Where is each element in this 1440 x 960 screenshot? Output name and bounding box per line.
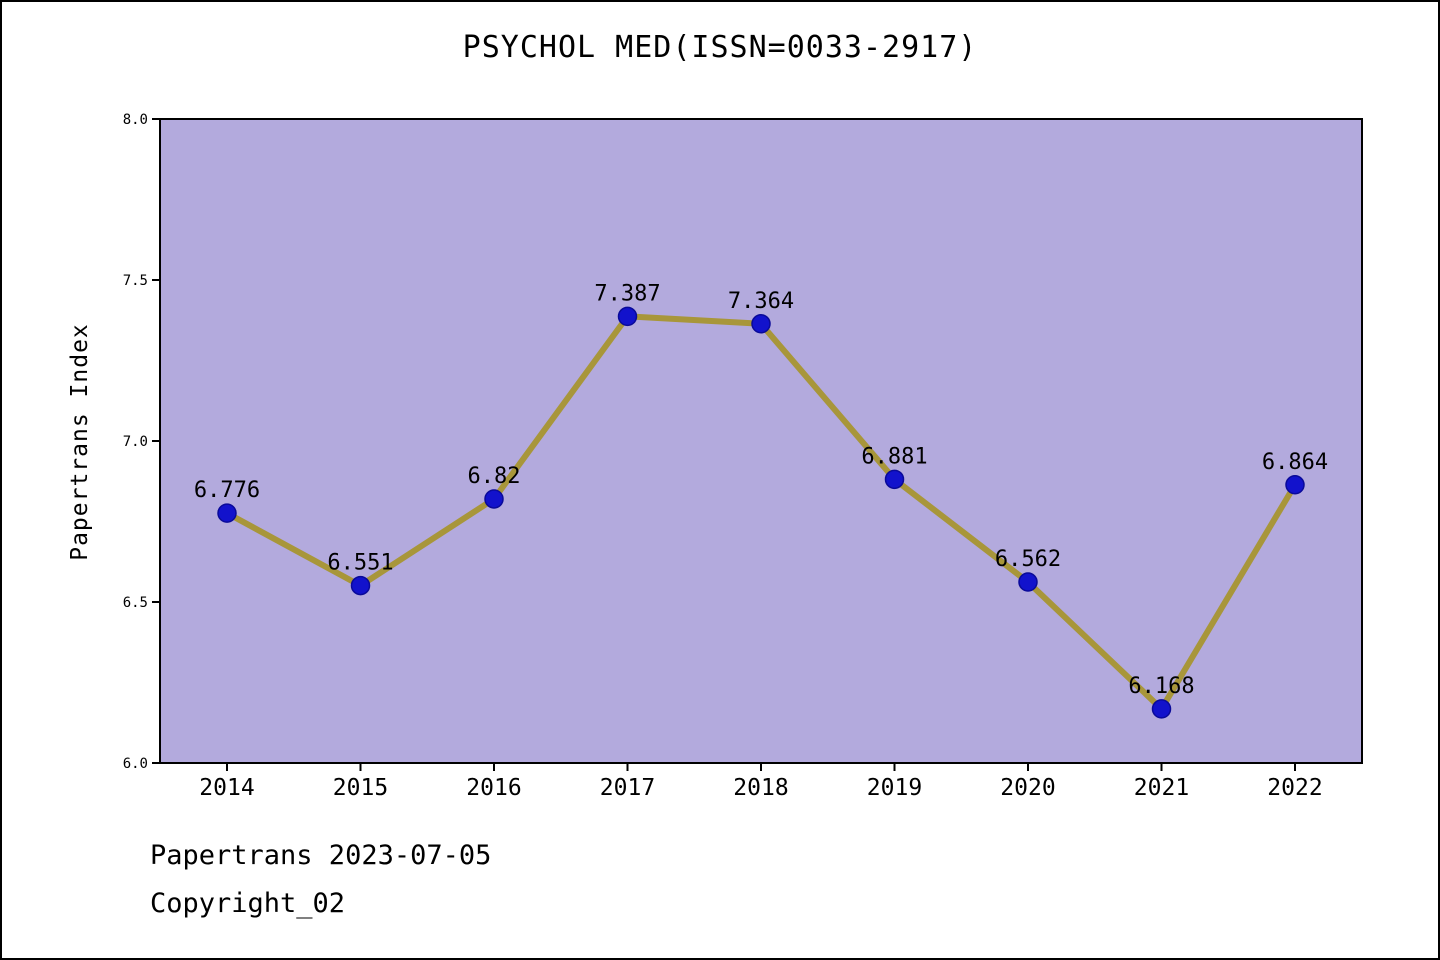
plot-area xyxy=(159,118,1363,764)
x-tick-label: 2020 xyxy=(1000,775,1055,801)
data-point xyxy=(1018,572,1038,592)
data-point-label: 6.881 xyxy=(861,444,927,469)
data-point xyxy=(617,306,638,327)
x-tick-label: 2021 xyxy=(1134,775,1189,801)
data-point xyxy=(751,314,771,334)
y-tick-label: 8.0 xyxy=(123,112,148,128)
data-point-label: 7.364 xyxy=(728,289,794,314)
y-tick-label: 6.5 xyxy=(123,595,148,611)
y-tick-label: 7.0 xyxy=(123,434,148,450)
x-tick-label: 2016 xyxy=(466,775,521,801)
y-tick-label: 7.5 xyxy=(123,273,148,289)
data-point-label: 6.562 xyxy=(995,547,1061,572)
data-point xyxy=(217,503,237,523)
data-point-label: 6.82 xyxy=(468,464,521,489)
x-tick-label: 2018 xyxy=(733,775,788,801)
x-tick-label: 2022 xyxy=(1267,775,1322,801)
data-point-label: 6.864 xyxy=(1262,450,1328,475)
data-point xyxy=(484,489,504,509)
data-point xyxy=(1151,699,1172,719)
x-tick-label: 2015 xyxy=(333,775,388,801)
data-point-label: 7.387 xyxy=(594,281,660,306)
y-tick-label: 6.0 xyxy=(123,756,148,772)
footer-copyright: Copyright_02 xyxy=(150,888,346,919)
data-point-label: 6.168 xyxy=(1128,674,1194,699)
data-point-label: 6.551 xyxy=(327,551,393,576)
data-point xyxy=(1285,475,1305,495)
data-point xyxy=(884,469,905,490)
x-tick-label: 2017 xyxy=(600,775,655,801)
x-tick-label: 2019 xyxy=(867,775,922,801)
data-point xyxy=(350,575,371,596)
chart-title: PSYCHOL MED(ISSN=0033-2917) xyxy=(462,30,978,65)
data-point-label: 6.776 xyxy=(194,478,260,503)
footer-date: Papertrans 2023-07-05 xyxy=(150,840,492,871)
x-tick-label: 2014 xyxy=(199,775,254,801)
